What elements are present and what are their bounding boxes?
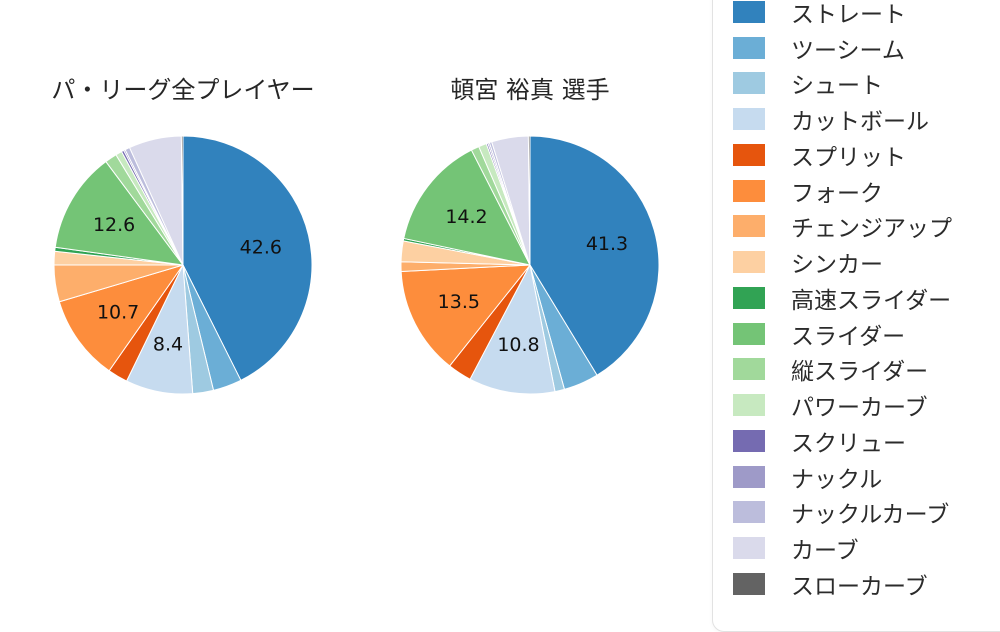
legend-label: 高速スライダー bbox=[791, 287, 952, 314]
legend-item: スクリュー bbox=[733, 423, 1000, 459]
legend-label: ナックル bbox=[791, 466, 883, 493]
legend-item: 高速スライダー bbox=[733, 280, 1000, 316]
legend-item: シンカー bbox=[733, 244, 1000, 280]
pie-slice-label: 10.7 bbox=[97, 301, 139, 323]
legend-swatch bbox=[733, 72, 765, 95]
legend-label: シンカー bbox=[791, 252, 883, 279]
pie-title-player: 頓宮 裕真 選手 bbox=[450, 76, 610, 104]
legend-label: スプリット bbox=[791, 144, 906, 171]
pie-slice bbox=[180, 135, 184, 266]
pie-title-league: パ・リーグ全プレイヤー bbox=[51, 76, 315, 104]
legend-item: スローカーブ bbox=[733, 566, 1000, 602]
pie-chart-league: 42.6 8.4 10.7 12.6 bbox=[53, 135, 313, 395]
pie-slice bbox=[529, 135, 660, 376]
pie-slice-label: 42.6 bbox=[240, 236, 282, 258]
pie-slice-label: 10.8 bbox=[497, 334, 539, 356]
legend-swatch bbox=[733, 322, 765, 345]
legend-label: スライダー bbox=[791, 323, 906, 350]
pie-chart-player: 41.3 10.8 13.5 14.2 bbox=[400, 135, 660, 395]
pie-slice bbox=[400, 264, 531, 367]
legend-label: ツーシーム bbox=[791, 37, 905, 64]
legend-item: シュート bbox=[733, 66, 1000, 102]
pie-slice bbox=[527, 135, 531, 266]
legend-item: カーブ bbox=[733, 530, 1000, 566]
legend-item: フォーク bbox=[733, 173, 1000, 209]
legend-label: カットボール bbox=[791, 109, 929, 136]
legend-swatch bbox=[733, 465, 765, 488]
legend-swatch bbox=[733, 501, 765, 524]
legend-swatch bbox=[733, 537, 765, 560]
legend-swatch bbox=[733, 143, 765, 166]
pie-slice bbox=[182, 135, 313, 381]
legend-swatch bbox=[733, 0, 765, 23]
legend-item: パワーカーブ bbox=[733, 387, 1000, 423]
legend-swatch bbox=[733, 572, 765, 595]
pie-slice bbox=[469, 264, 556, 395]
legend-item: ツーシーム bbox=[733, 30, 1000, 66]
pie-slice bbox=[58, 264, 184, 372]
pie-slice-label: 41.3 bbox=[586, 233, 628, 255]
legend-swatch bbox=[733, 358, 765, 381]
legend-label: チェンジアップ bbox=[791, 216, 952, 243]
legend-swatch bbox=[733, 394, 765, 417]
legend-label: カーブ bbox=[791, 538, 859, 565]
pie-slice bbox=[54, 161, 184, 266]
legend-label: フォーク bbox=[791, 180, 883, 207]
pie-slice-label: 8.4 bbox=[153, 333, 183, 355]
legend-swatch bbox=[733, 429, 765, 452]
legend-swatch bbox=[733, 108, 765, 131]
legend-label: スローカーブ bbox=[791, 573, 928, 600]
legend-item: ナックルカーブ bbox=[733, 495, 1000, 531]
legend-swatch bbox=[733, 286, 765, 309]
pie-slice-label: 13.5 bbox=[438, 291, 480, 313]
legend-label: 縦スライダー bbox=[791, 359, 929, 386]
legend-label: スクリュー bbox=[791, 430, 906, 457]
legend-item: チェンジアップ bbox=[733, 209, 1000, 245]
legend-swatch bbox=[733, 251, 765, 274]
legend-label: ストレート bbox=[791, 1, 906, 28]
pie-slice-label: 12.6 bbox=[93, 214, 135, 236]
legend-item: ナックル bbox=[733, 459, 1000, 495]
legend-label: ナックルカーブ bbox=[791, 502, 950, 529]
legend-item: 縦スライダー bbox=[733, 352, 1000, 388]
legend-swatch bbox=[733, 215, 765, 238]
legend-item: カットボール bbox=[733, 101, 1000, 137]
legend-swatch bbox=[733, 179, 765, 202]
legend-items: ストレートツーシームシュートカットボール スプリットフォークチェンジアップ シンカー… bbox=[733, 0, 1000, 602]
legend-label: シュート bbox=[791, 73, 883, 100]
legend-label: パワーカーブ bbox=[791, 395, 928, 422]
pie-slice bbox=[403, 149, 531, 266]
legend-item: スライダー bbox=[733, 316, 1000, 352]
legend-item: ストレート bbox=[733, 0, 1000, 30]
pie-slice-label: 14.2 bbox=[445, 206, 487, 228]
legend-card: ストレートツーシームシュートカットボール スプリットフォークチェンジアップ シンカー… bbox=[712, 0, 1000, 632]
legend-item: スプリット bbox=[733, 137, 1000, 173]
legend-swatch bbox=[733, 36, 765, 59]
